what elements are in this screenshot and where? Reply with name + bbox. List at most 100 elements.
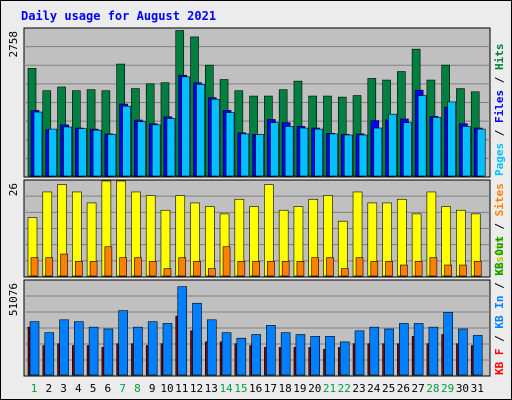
bar-pages: [343, 134, 353, 177]
bar-visits: [397, 198, 407, 277]
x-tick-label: 3: [60, 382, 67, 395]
bar-kb-f: [101, 347, 105, 376]
x-tick-label: 25: [382, 382, 395, 395]
bar-kb-f: [204, 341, 208, 376]
bar-kb-in: [206, 319, 217, 376]
bar-kb-in: [325, 336, 335, 376]
x-tick-label: 17: [264, 382, 277, 395]
bar-kb-in: [399, 323, 409, 376]
bar-kb-in: [266, 325, 276, 376]
panel-kbytes: 51076 KB F / KB In / KB Out: [7, 236, 506, 377]
x-tick-label: 9: [149, 382, 156, 395]
bar-kb-in: [221, 332, 232, 376]
bar-pages: [388, 113, 397, 177]
bar-pages: [329, 133, 338, 177]
legend-entry: Pages: [493, 143, 506, 176]
bar-sites: [89, 261, 98, 277]
bar-pages: [151, 124, 161, 177]
legend-entry: Sites: [493, 183, 506, 216]
scale-label-kbytes: 51076: [7, 283, 20, 316]
bar-sites: [134, 257, 142, 277]
bar-kb-in: [59, 319, 69, 376]
bar-sites: [326, 257, 334, 277]
legend-hits: Pages / Files / Hits: [493, 44, 506, 177]
bar-kb-in: [133, 326, 143, 376]
bar-kb-in: [251, 334, 261, 376]
bar-sites: [296, 261, 305, 277]
bar-pages: [403, 122, 412, 177]
x-tick-label: 8: [134, 382, 141, 395]
bar-pages: [299, 127, 309, 177]
x-tick-label: 23: [352, 382, 365, 395]
bar-pages: [462, 126, 471, 177]
x-tick-label: 4: [75, 382, 82, 395]
x-tick-label: 2: [45, 382, 52, 395]
bar-pages: [314, 128, 324, 177]
bar-kb-in: [369, 326, 380, 376]
bar-sites: [400, 264, 408, 277]
bar-sites: [75, 261, 83, 277]
bar-kb-in: [384, 328, 394, 376]
bar-sites: [355, 257, 364, 277]
bar-kb-in: [310, 336, 321, 376]
legend-entry: KB Out: [493, 236, 506, 276]
x-tick-label: 6: [105, 382, 112, 395]
legend-separator: /: [493, 276, 506, 296]
bar-kb-in: [29, 321, 40, 376]
legend-kbytes: KB F / KB In / KB Out: [493, 236, 506, 375]
bar-sites: [60, 253, 68, 277]
bar-pages: [270, 122, 279, 177]
bar-kb-f: [72, 345, 75, 376]
bar-kb-in: [458, 328, 468, 376]
bar-pages: [196, 84, 205, 177]
bar-sites: [370, 261, 379, 277]
chart-title: Daily usage for August 2021: [21, 9, 216, 23]
bar-sites: [163, 268, 172, 277]
bar-sites: [444, 264, 452, 277]
legend-entry: Files: [493, 90, 506, 123]
bar-pages: [63, 126, 72, 177]
bar-kb-in: [428, 326, 439, 376]
bar-sites: [45, 257, 54, 277]
panel-visits: 26 Visits / Sites: [7, 179, 506, 278]
bar-sites: [429, 257, 438, 277]
bar-pages: [181, 76, 191, 177]
bar-pages: [417, 95, 427, 177]
bar-kb-f: [249, 345, 252, 376]
x-tick-label: 21: [323, 382, 336, 395]
bar-kb-in: [74, 321, 84, 376]
x-tick-label: 24: [367, 382, 381, 395]
bar-kb-f: [234, 343, 238, 376]
bar-sites: [193, 261, 201, 277]
bar-pages: [107, 134, 117, 177]
bar-sites: [267, 261, 275, 277]
bar-kb-in: [280, 332, 291, 376]
bar-kb-f: [145, 345, 149, 376]
bar-kb-f: [86, 345, 90, 376]
bar-sites: [222, 246, 231, 277]
legend-entry: KB In: [493, 296, 506, 329]
bar-sites: [459, 264, 467, 277]
bar-sites: [414, 261, 423, 277]
bar-pages: [284, 126, 294, 177]
bar-kb-in: [177, 286, 188, 376]
bar-pages: [358, 134, 368, 177]
bar-kb-in: [162, 323, 173, 376]
bar-sites: [148, 261, 157, 277]
bar-pages: [225, 112, 235, 177]
bar-kb-f: [190, 330, 193, 376]
bar-kb-in: [295, 334, 306, 376]
x-tick-label: 7: [119, 382, 126, 395]
x-tick-label: 16: [249, 382, 262, 395]
bar-pages: [255, 134, 264, 177]
bar-kb-in: [88, 326, 99, 376]
bar-kb-in: [147, 321, 158, 376]
x-tick-label: 19: [293, 382, 306, 395]
x-tick-label: 26: [397, 382, 410, 395]
x-tick-label: 11: [175, 382, 188, 395]
bar-pages: [166, 118, 176, 177]
panel-hits: 2758 Pages / Files / Hits: [7, 27, 506, 178]
bar-pages: [78, 128, 87, 177]
bar-kb-f: [160, 343, 164, 376]
bar-kb-in: [118, 310, 128, 376]
